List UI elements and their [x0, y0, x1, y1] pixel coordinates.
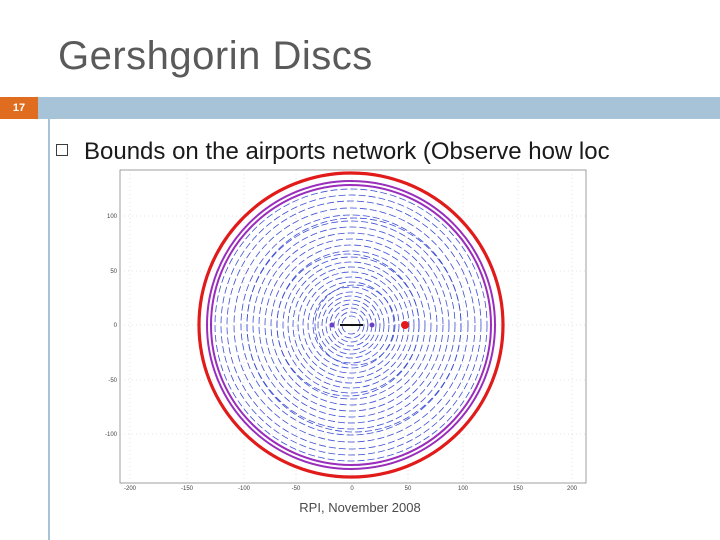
blue-disc — [312, 286, 390, 364]
blue-disc — [220, 194, 482, 456]
x-tick-label: -100 — [238, 486, 251, 492]
purple-disc — [206, 180, 496, 470]
blue-disc — [270, 244, 432, 406]
gershgorin-plot: 100 50 0 -50 -100 -200 -150 -100 -50 0 5… — [92, 168, 596, 494]
slide-title: Gershgorin Discs — [58, 34, 373, 78]
x-tick-labels: -200 -150 -100 -50 0 50 100 150 200 — [124, 486, 578, 492]
red-disc — [197, 171, 505, 479]
y-tick-label: 100 — [107, 214, 118, 220]
x-tick-label: 100 — [458, 486, 469, 492]
x-tick-label: -200 — [124, 486, 137, 492]
eigenvalue-right-dot — [369, 322, 375, 328]
eigenvalue-left-dot — [329, 322, 335, 328]
left-accent-line — [48, 119, 50, 540]
slide-number-box — [0, 97, 38, 119]
blue-disc — [276, 253, 420, 397]
blue-disc — [321, 295, 381, 355]
slide-footer: RPI, November 2008 — [299, 500, 421, 515]
blue-disc — [314, 284, 396, 366]
bullet-text: Bounds on the airports network (Observe … — [84, 138, 610, 165]
blue-disc — [233, 207, 469, 443]
y-tick-label: -100 — [105, 432, 118, 438]
x-tick-label: 150 — [513, 486, 524, 492]
purple-discs — [206, 180, 496, 470]
x-tick-label: 0 — [350, 486, 354, 492]
x-tick-label: 50 — [405, 486, 412, 492]
blue-disc — [252, 226, 450, 424]
blue-disc — [226, 200, 476, 450]
blue-discs — [214, 188, 488, 462]
blue-disc — [287, 261, 415, 389]
x-tick-label: -150 — [181, 486, 194, 492]
blue-disc — [264, 238, 438, 412]
x-tick-label: 200 — [567, 486, 578, 492]
blue-disc — [214, 188, 488, 462]
blue-disc — [246, 217, 462, 433]
slide-header-bar — [0, 97, 720, 119]
blue-disc — [317, 291, 385, 359]
y-tick-labels: 100 50 0 -50 -100 — [105, 214, 118, 438]
largest-eigenvalue-dot — [401, 321, 409, 329]
blue-disc — [307, 281, 395, 369]
y-tick-label: 0 — [114, 323, 118, 329]
blue-disc — [258, 232, 444, 418]
blue-disc — [302, 276, 400, 374]
slide-number: 17 — [12, 102, 26, 114]
x-tick-label: -50 — [292, 486, 301, 492]
blue-disc — [325, 299, 377, 351]
blue-disc — [337, 311, 365, 339]
purple-disc — [210, 184, 492, 466]
plot-axes-box — [119, 169, 587, 484]
y-tick-label: 50 — [110, 269, 117, 275]
bullet-marker-icon — [56, 144, 68, 156]
y-tick-label: -50 — [108, 378, 117, 384]
